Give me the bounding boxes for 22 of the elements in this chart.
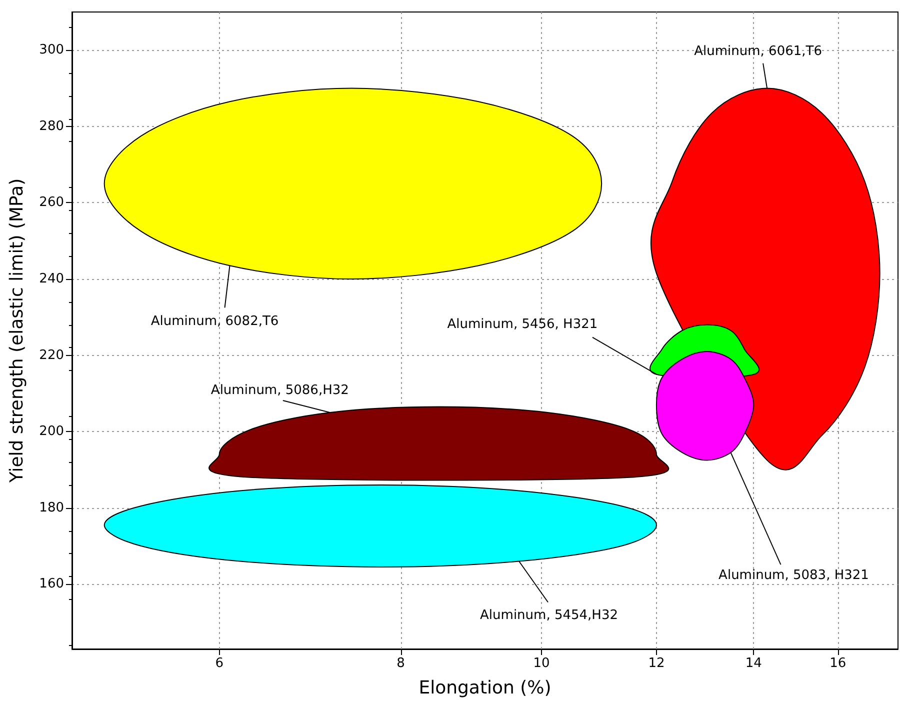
text: Aluminum, 6061,T6 <box>694 44 822 59</box>
y-tick-label: 280 <box>39 118 64 134</box>
y-tick-label: 180 <box>39 500 64 516</box>
text: Aluminum, 5083, H321 <box>718 568 869 584</box>
x-axis-title: Elongation (%) <box>418 678 552 698</box>
text: Aluminum, 5454,H32 <box>480 608 618 623</box>
y-tick-label: 220 <box>39 348 64 363</box>
x-tick-label: 8 <box>396 656 405 671</box>
x-tick-label: 16 <box>830 656 846 671</box>
x-tick-label: 10 <box>533 656 550 671</box>
y-axis-title: Yield strength (elastic limit) (MPa) <box>6 178 28 484</box>
series-label: Aluminum, 5086,H32 <box>210 383 349 398</box>
text: Aluminum, 6082,T6 <box>150 314 279 330</box>
y-tick-label: 200 <box>39 424 64 440</box>
y-tick-label: 300 <box>39 42 64 58</box>
text: Aluminum, 5456, H321 <box>447 316 598 332</box>
x-tick-label: 14 <box>745 656 762 671</box>
x-tick-label: 6 <box>215 656 224 671</box>
y-tick-label: 260 <box>39 195 64 210</box>
y-tick-label: 160 <box>39 576 64 592</box>
x-tick-label: 12 <box>648 656 665 671</box>
y-tick-label: 240 <box>39 272 64 287</box>
